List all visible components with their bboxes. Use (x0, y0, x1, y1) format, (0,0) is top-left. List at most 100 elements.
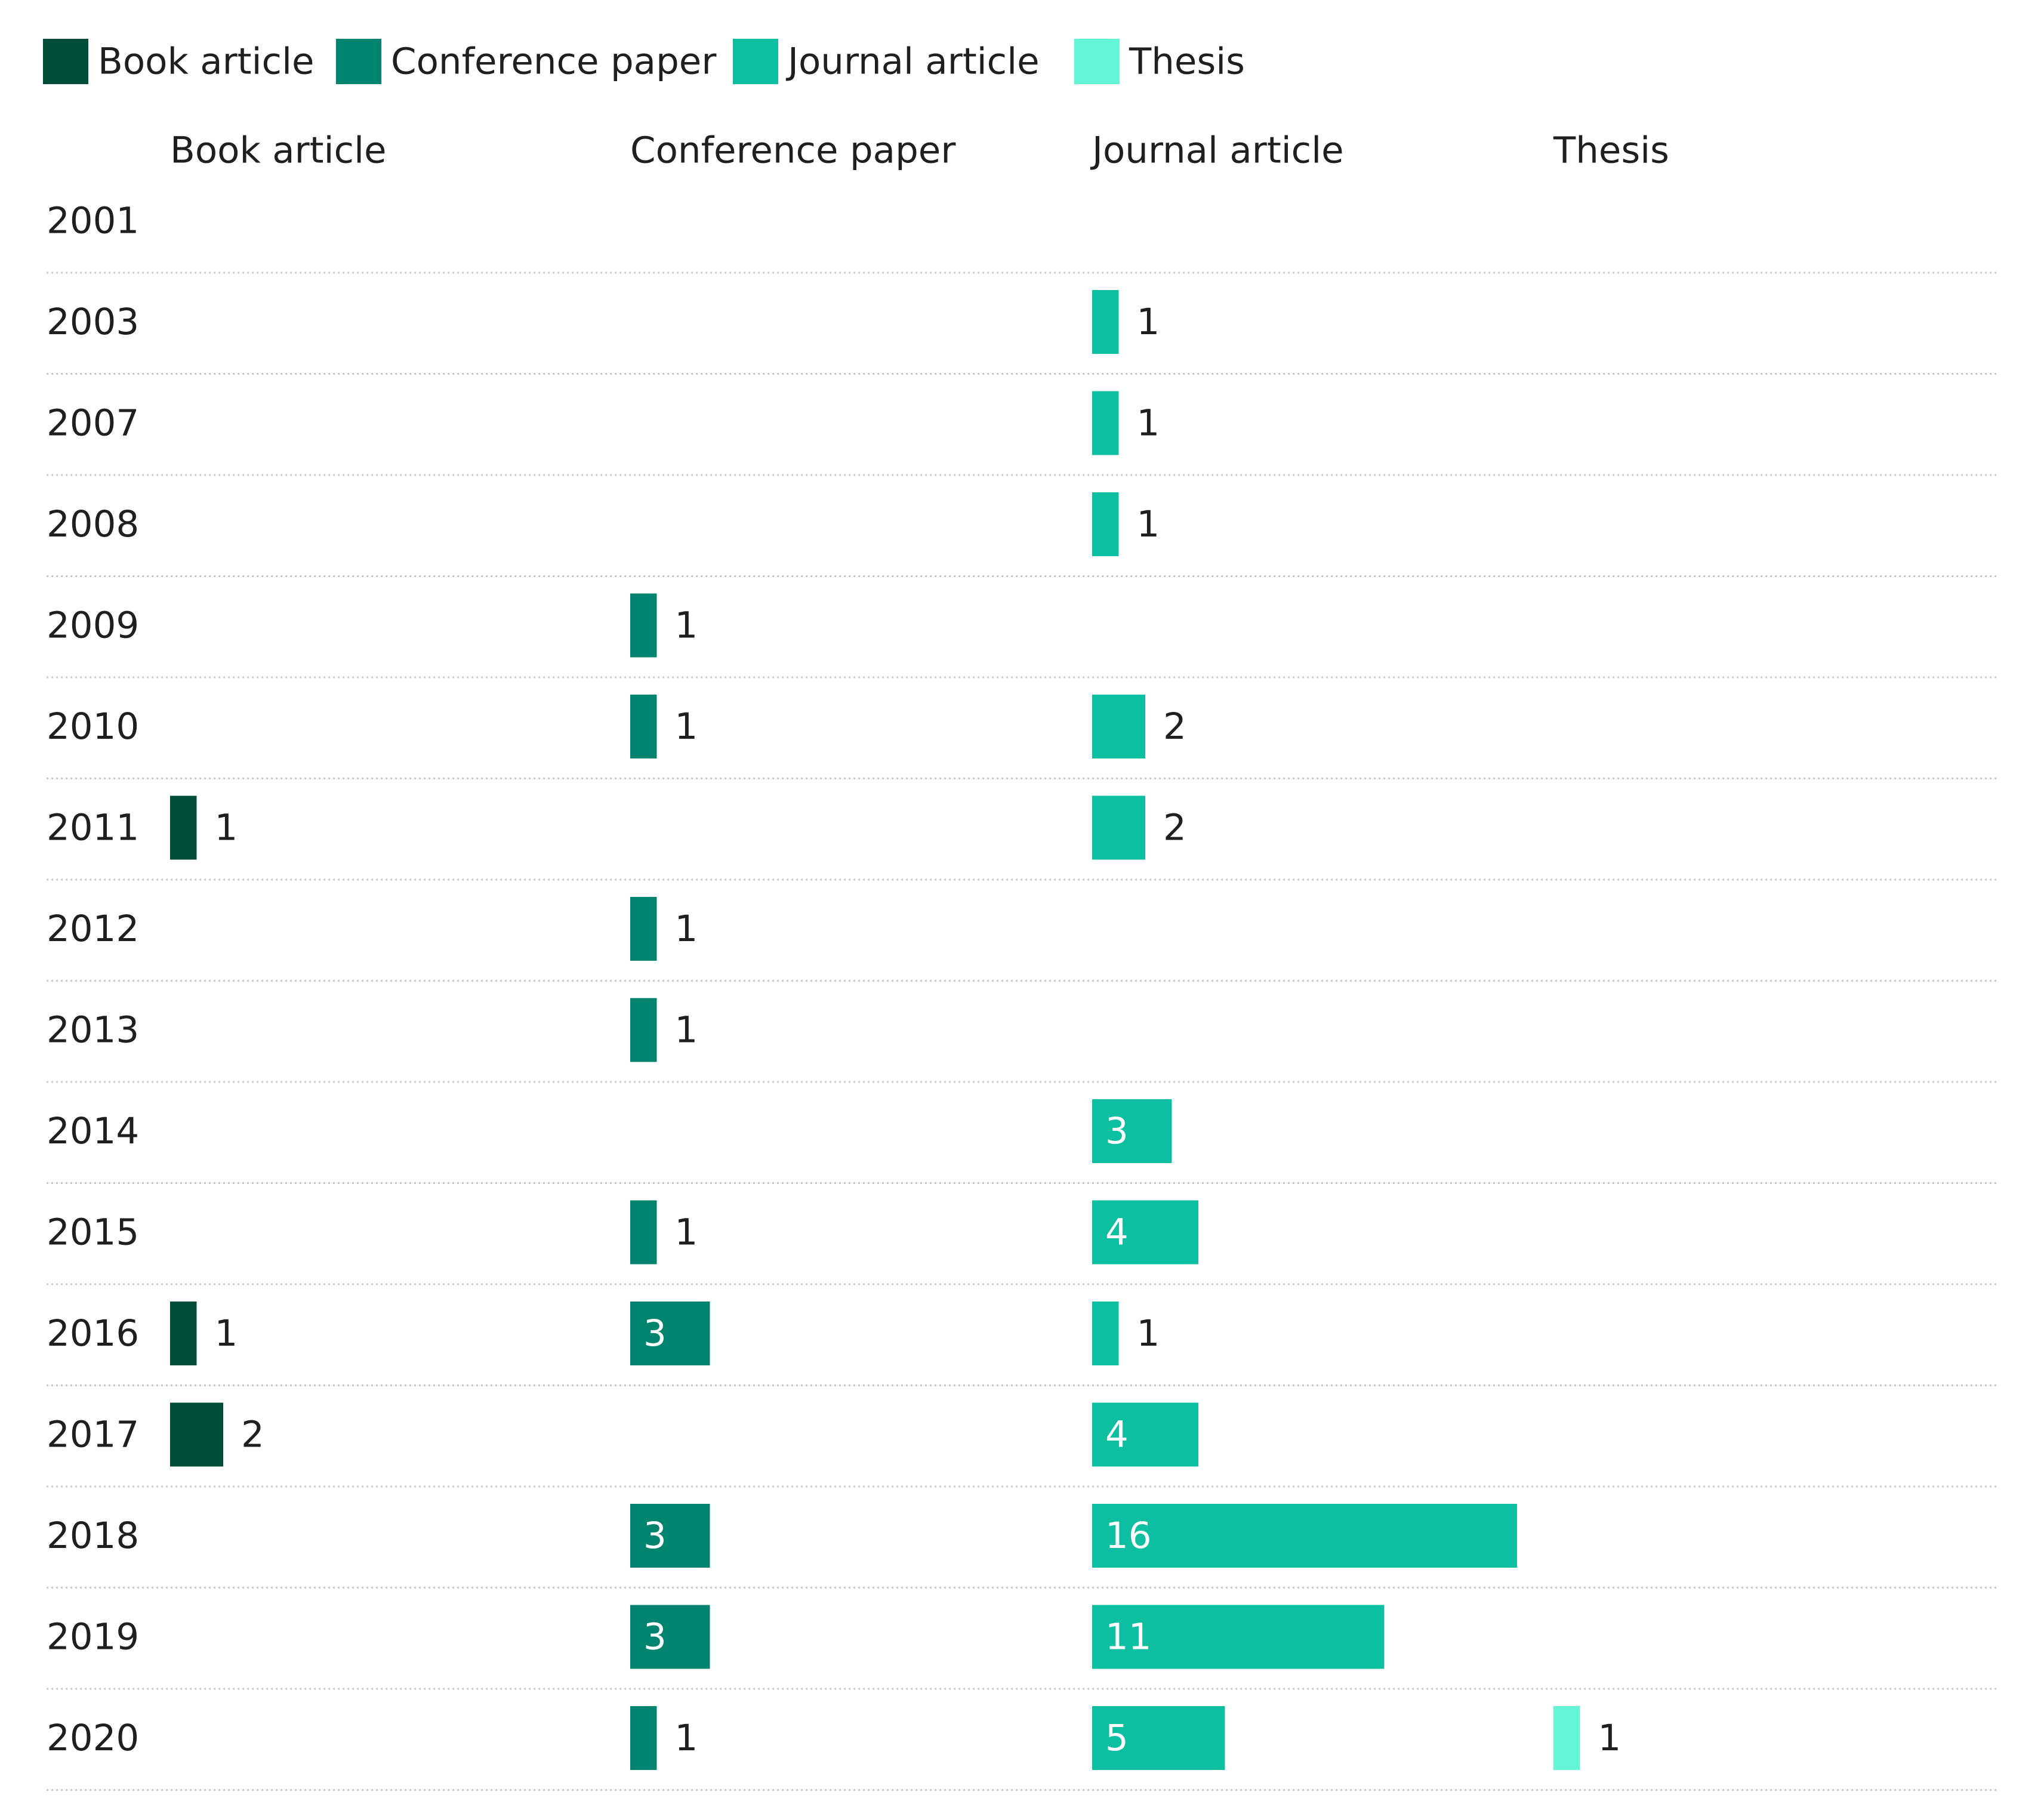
bar-journal-article-2016 (1092, 1302, 1119, 1365)
value-label-conference-paper-2018: 3 (643, 1515, 667, 1557)
row-2019: 2019 3 11 (47, 1605, 1996, 1690)
bar-journal-article-2008 (1092, 492, 1119, 556)
legend-swatch-conference-paper (336, 39, 381, 84)
bar-journal-article-2015 (1092, 1200, 1198, 1265)
value-label-journal-article-2011: 2 (1163, 807, 1186, 849)
year-label: 2019 (47, 1616, 139, 1658)
value-label-journal-article-2008: 1 (1137, 503, 1160, 545)
year-label: 2010 (47, 705, 139, 748)
row-2013: 2013 1 (47, 998, 1996, 1083)
year-label: 2012 (47, 908, 139, 950)
bar-journal-article-2020 (1092, 1706, 1225, 1770)
column-header-book-article: Book article (170, 129, 387, 172)
column-header-journal-article: Journal article (1090, 129, 1344, 172)
value-label-conference-paper-2009: 1 (675, 605, 698, 647)
row-2015: 2015 1 4 (47, 1200, 1996, 1285)
year-label: 2001 (47, 200, 139, 242)
bar-journal-article-2019 (1092, 1605, 1385, 1669)
bar-journal-article-2007 (1092, 391, 1119, 455)
bar-conference-paper-2018 (630, 1504, 710, 1568)
year-label: 2013 (47, 1009, 139, 1051)
year-label: 2017 (47, 1414, 139, 1456)
column-header-thesis: Thesis (1553, 129, 1669, 172)
row-2014: 2014 3 (47, 1099, 1996, 1184)
bar-journal-article-2014 (1092, 1099, 1172, 1163)
bar-conference-paper-2020 (630, 1706, 657, 1770)
value-label-journal-article-2015: 4 (1105, 1211, 1129, 1254)
bar-conference-paper-2010 (630, 695, 657, 758)
year-label: 2018 (47, 1515, 139, 1557)
legend-item-thesis: Thesis (1074, 39, 1245, 84)
row-2007: 2007 1 (47, 391, 1996, 476)
value-label-conference-paper-2010: 1 (675, 705, 698, 748)
legend-label-thesis: Thesis (1129, 41, 1245, 83)
row-2011: 2011 1 2 (47, 795, 1996, 881)
value-label-thesis-2020: 1 (1598, 1717, 1621, 1759)
bar-conference-paper-2012 (630, 897, 657, 961)
column-headers: Book article Conference paper Journal arti… (170, 129, 1669, 172)
bar-journal-article-2003 (1092, 290, 1119, 354)
value-label-journal-article-2019: 11 (1105, 1616, 1152, 1658)
value-label-journal-article-2017: 4 (1105, 1414, 1129, 1456)
value-label-journal-article-2003: 1 (1137, 301, 1160, 343)
row-2012: 2012 1 (47, 897, 1996, 982)
year-label: 2014 (47, 1110, 139, 1152)
value-label-journal-article-2020: 5 (1105, 1717, 1129, 1759)
chart-rows: 2001 2003 1 2007 1 2008 1 2009 1 2010 1 2 2011 1 2 2012… (47, 200, 1996, 1791)
value-label-conference-paper-2019: 3 (643, 1616, 667, 1658)
legend-item-journal-article: Journal article (733, 39, 1040, 84)
bar-conference-paper-2013 (630, 998, 657, 1062)
value-label-journal-article-2010: 2 (1163, 705, 1186, 748)
value-label-book-article-2011: 1 (215, 807, 238, 849)
value-label-book-article-2017: 2 (241, 1414, 264, 1456)
bar-conference-paper-2019 (630, 1605, 710, 1669)
row-2016: 2016 1 3 1 (47, 1302, 1996, 1386)
value-label-book-article-2016: 1 (215, 1312, 238, 1355)
row-2010: 2010 1 2 (47, 695, 1996, 779)
year-label: 2011 (47, 807, 139, 849)
legend-label-conference-paper: Conference paper (391, 41, 717, 83)
row-2003: 2003 1 (47, 290, 1996, 375)
legend-swatch-book-article (43, 39, 88, 84)
row-2001: 2001 (47, 200, 1996, 274)
column-header-conference-paper: Conference paper (630, 129, 956, 172)
bar-book-article-2011 (170, 795, 197, 860)
year-label: 2020 (47, 1717, 139, 1759)
year-label: 2008 (47, 503, 139, 545)
row-2020: 2020 1 5 1 (47, 1706, 1996, 1791)
year-label: 2015 (47, 1211, 139, 1254)
value-label-journal-article-2016: 1 (1137, 1312, 1160, 1355)
value-label-conference-paper-2013: 1 (675, 1009, 698, 1051)
value-label-journal-article-2007: 1 (1137, 402, 1160, 445)
legend-swatch-journal-article (733, 39, 778, 84)
value-label-conference-paper-2020: 1 (675, 1717, 698, 1759)
value-label-journal-article-2018: 16 (1105, 1515, 1152, 1557)
year-label: 2009 (47, 605, 139, 647)
bar-thesis-2020 (1553, 1706, 1580, 1770)
value-label-conference-paper-2016: 3 (643, 1312, 667, 1355)
year-label: 2016 (47, 1312, 139, 1355)
value-label-journal-article-2014: 3 (1105, 1110, 1129, 1152)
row-2017: 2017 2 4 (47, 1402, 1996, 1488)
legend-label-book-article: Book article (98, 41, 315, 83)
row-2009: 2009 1 (47, 593, 1996, 679)
value-label-conference-paper-2012: 1 (675, 908, 698, 950)
legend-item-book-article: Book article (43, 39, 315, 84)
bar-journal-article-2010 (1092, 695, 1145, 758)
bar-book-article-2017 (170, 1402, 223, 1467)
bar-conference-paper-2009 (630, 593, 657, 658)
bar-conference-paper-2016 (630, 1302, 710, 1365)
row-2008: 2008 1 (47, 492, 1996, 577)
value-label-conference-paper-2015: 1 (675, 1211, 698, 1254)
legend-swatch-thesis (1074, 39, 1120, 84)
year-label: 2007 (47, 402, 139, 445)
legend: Book article Conference paper Journal arti… (43, 39, 1245, 84)
legend-item-conference-paper: Conference paper (336, 39, 717, 84)
legend-label-journal-article: Journal article (785, 41, 1040, 83)
bar-conference-paper-2015 (630, 1200, 657, 1265)
bar-journal-article-2011 (1092, 795, 1145, 860)
bar-journal-article-2018 (1092, 1504, 1517, 1568)
year-label: 2003 (47, 301, 139, 343)
row-2018: 2018 3 16 (47, 1504, 1996, 1589)
